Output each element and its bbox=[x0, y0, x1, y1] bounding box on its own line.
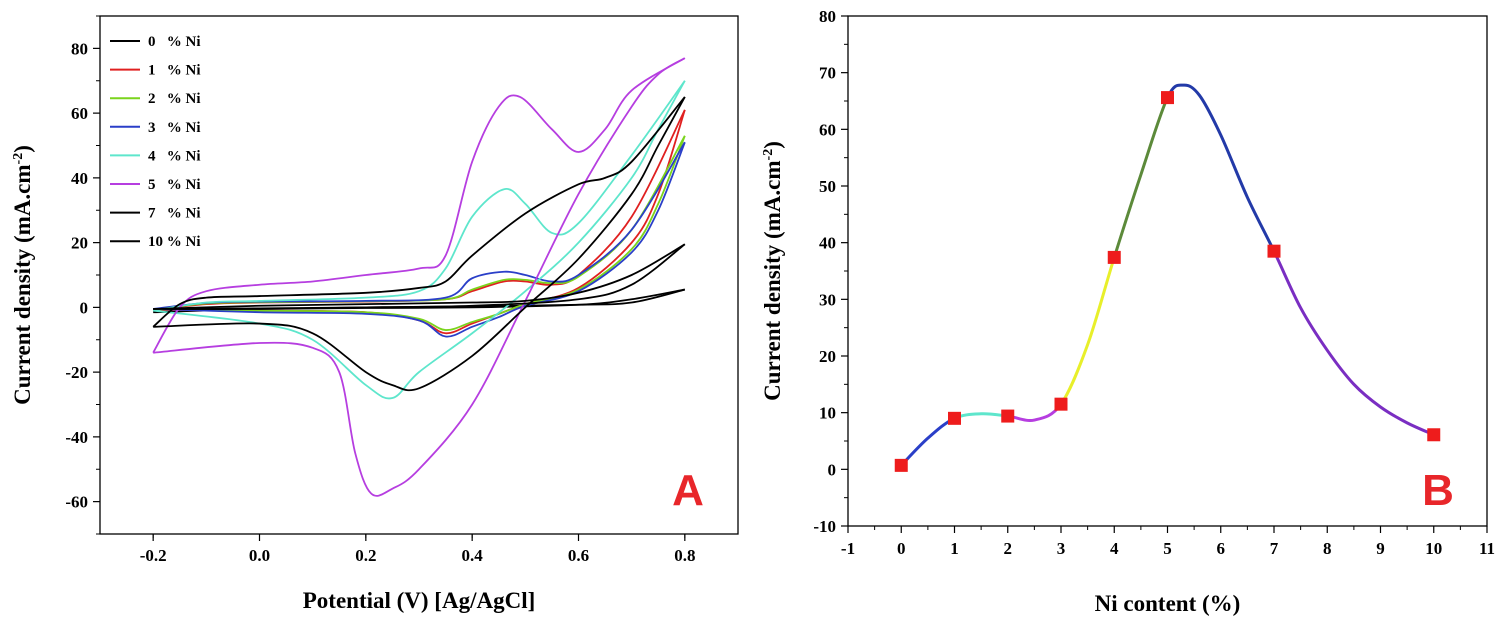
chart-a-x-tick-label: -0.2 bbox=[140, 546, 167, 565]
chart-a-series-4-forward-line bbox=[153, 141, 686, 310]
chart-a-y-tick-label: -60 bbox=[65, 493, 88, 512]
chart-a-legend-entry: 5 % Ni bbox=[148, 177, 201, 193]
chart-a-legend-entry: 2 % Ni bbox=[148, 91, 201, 107]
chart-b-fit-segment bbox=[1166, 83, 1276, 252]
chart-b-data-point bbox=[1161, 91, 1174, 105]
chart-b-fit-segment bbox=[1007, 403, 1063, 422]
chart-a-series-8-forward-line bbox=[153, 243, 686, 310]
chart-a-y-axis-label-main: Current density (mA.cm bbox=[10, 164, 35, 404]
chart-b-x-axis-label: Ni content (%) bbox=[1095, 591, 1241, 616]
chart-b-y-axis-label-main: Current density (mA.cm bbox=[760, 160, 785, 400]
chart-a-legend-entry: 7 % Ni bbox=[148, 206, 201, 222]
chart-b-y-tick-label: 30 bbox=[819, 290, 836, 309]
chart-a-legend-entry: 4 % Ni bbox=[148, 148, 201, 164]
chart-a-y-axis-label-close: ) bbox=[10, 145, 35, 153]
chart-b-points bbox=[894, 91, 1441, 472]
chart-b-x-tick-label: 9 bbox=[1376, 539, 1385, 558]
chart-a-legend: 0 % Ni 1 % Ni 2 % Ni 3 % Ni 4 % Ni 5 % Ni 7 % … bbox=[110, 34, 201, 250]
chart-b-y-tick-label: 40 bbox=[819, 234, 836, 253]
chart-b-x-tick-label: 0 bbox=[897, 539, 906, 558]
chart-a-y-tick-label: 80 bbox=[71, 39, 88, 58]
chart-a-x-tick-label: 0.8 bbox=[674, 546, 695, 565]
chart-b-y-axis-label-superscript: -2 bbox=[761, 149, 776, 161]
chart-b-data-point bbox=[1107, 250, 1121, 264]
chart-a-series-6-reverse-line bbox=[153, 57, 686, 497]
chart-a: -0.2 0.0 0.2 0.4 0.6 0.8 -60 -40 -20 0 20 40 60 80 0 … bbox=[10, 15, 739, 613]
chart-b-x-tick-label: 10 bbox=[1425, 539, 1442, 558]
chart-b-x-tick-label: 5 bbox=[1163, 539, 1172, 558]
chart-a-ticks: -0.2 0.0 0.2 0.4 0.6 0.8 -60 -40 -20 0 20 40 60 80 bbox=[65, 15, 695, 565]
chart-a-y-tick-label: 20 bbox=[71, 234, 88, 253]
chart-a-x-tick-label: 0.2 bbox=[355, 546, 376, 565]
chart-a-series-8-reverse-line bbox=[153, 243, 686, 311]
chart-b-data-point bbox=[948, 411, 961, 425]
chart-b-panel-label: B bbox=[1422, 466, 1454, 515]
chart-b-y-tick-label: 50 bbox=[819, 177, 836, 196]
chart-a-legend-entry: 3 % Ni bbox=[148, 120, 201, 136]
chart-b-fit-segment bbox=[900, 416, 956, 467]
chart-b-x-tick-label: 6 bbox=[1217, 539, 1226, 558]
chart-b-y-tick-label: 0 bbox=[828, 460, 837, 479]
chart-b-y-tick-label: 10 bbox=[819, 404, 836, 423]
chart-a-x-tick-label: 0.4 bbox=[462, 546, 484, 565]
chart-b-data-point bbox=[1054, 397, 1068, 411]
chart-b-fit-segment bbox=[1059, 256, 1116, 406]
chart-a-y-axis-label-superscript: -2 bbox=[11, 153, 26, 165]
chart-a-series-4-reverse-line bbox=[153, 141, 686, 338]
chart-a-x-tick-label: 0.6 bbox=[568, 546, 589, 565]
chart-b-x-tick-label: 8 bbox=[1323, 539, 1332, 558]
chart-b-data-point bbox=[1427, 428, 1441, 442]
chart-b-fit-segment bbox=[1272, 250, 1435, 437]
chart-a-y-axis-label: Current density (mA.cm-2) bbox=[10, 145, 35, 405]
chart-a-legend-entry: 1 % Ni bbox=[148, 63, 201, 79]
chart-a-legend-entry: 10 % Ni bbox=[148, 234, 201, 250]
chart-a-legend-entry: 0 % Ni bbox=[148, 34, 201, 50]
chart-b-data-point bbox=[894, 458, 908, 472]
chart-b-y-tick-label: 80 bbox=[819, 7, 836, 26]
chart-b-x-tick-label: 11 bbox=[1479, 539, 1495, 558]
chart-a-series-5-reverse-line bbox=[153, 80, 686, 400]
chart-a-series-7-reverse-line bbox=[153, 96, 686, 392]
chart-b-x-tick-label: -1 bbox=[841, 539, 855, 558]
chart-b-y-tick-label: 70 bbox=[819, 64, 836, 83]
chart-b-y-tick-label: 20 bbox=[819, 347, 836, 366]
chart-a-x-tick-label: 0.0 bbox=[249, 546, 270, 565]
chart-a-curves bbox=[152, 57, 686, 497]
chart-b-x-tick-label: 7 bbox=[1270, 539, 1279, 558]
chart-a-series-7-forward-line bbox=[152, 96, 686, 328]
chart-a-y-tick-label: -20 bbox=[65, 363, 88, 382]
chart-b-x-tick-label: 4 bbox=[1110, 539, 1119, 558]
chart-b-x-tick-label: 1 bbox=[950, 539, 959, 558]
chart-b-x-tick-label: 3 bbox=[1057, 539, 1066, 558]
chart-b-x-tick-label: 2 bbox=[1004, 539, 1013, 558]
chart-b-y-tick-label: -10 bbox=[813, 517, 836, 536]
chart-a-series-3-reverse-line bbox=[153, 135, 686, 331]
chart-b-y-tick-label: 60 bbox=[819, 120, 836, 139]
chart-a-y-tick-label: -40 bbox=[65, 428, 88, 447]
chart-b-fit-curve bbox=[900, 83, 1435, 467]
chart-a-series-6-forward-line bbox=[152, 57, 686, 354]
chart-a-y-tick-label: 60 bbox=[71, 104, 88, 123]
chart-a-y-tick-label: 40 bbox=[71, 169, 88, 188]
chart-b-data-point bbox=[1001, 409, 1015, 423]
chart-b-data-point bbox=[1267, 244, 1281, 258]
chart-a-series-3-forward-line bbox=[153, 135, 686, 311]
chart-b-y-axis-label-close: ) bbox=[760, 141, 785, 149]
chart-b-fit-segment bbox=[1112, 96, 1169, 258]
chart-a-series-2-forward-line bbox=[153, 109, 686, 311]
chart-b-y-axis-label: Current density (mA.cm-2) bbox=[760, 141, 785, 401]
chart-a-series-5-forward-line bbox=[153, 80, 686, 312]
chart-a-panel-label: A bbox=[672, 466, 704, 515]
chart-a-x-axis-label: Potential (V) [Ag/AgCl] bbox=[303, 588, 536, 613]
chart-a-y-tick-label: 0 bbox=[80, 298, 89, 317]
chart-b-fit-segment bbox=[953, 412, 1008, 420]
